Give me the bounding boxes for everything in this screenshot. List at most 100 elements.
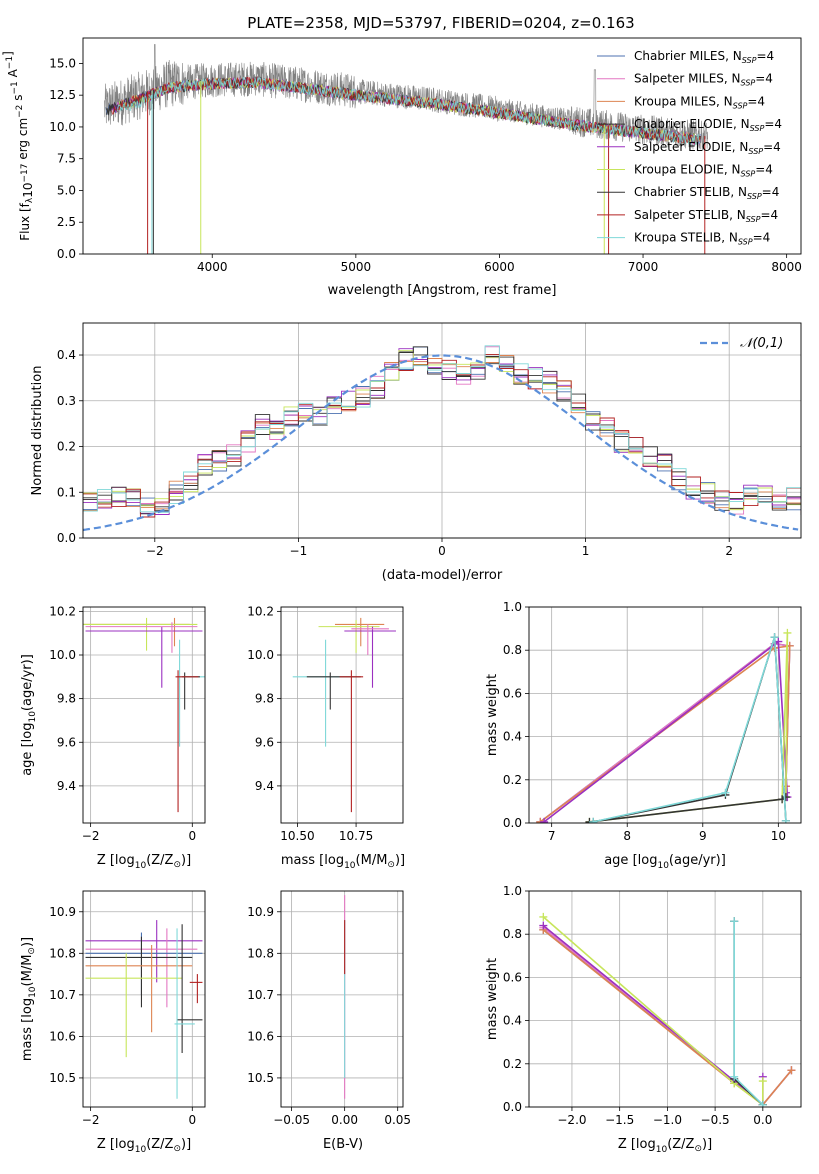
salpeter_stelib-histogram (83, 353, 801, 518)
residuals-frame (82, 322, 802, 539)
kroupa_stelib-histogram (83, 345, 801, 513)
age_vs_mass-ytick-label: 10.0 (247, 648, 274, 662)
mass_vs_ebv-frame (280, 890, 404, 1108)
mass_vs_Z-ytick-label: 10.6 (49, 1029, 76, 1043)
weight_vs_Z-ytick-label: 0.0 (503, 1100, 522, 1114)
weight_vs_Z-ytick-label: 0.4 (503, 1014, 522, 1028)
spectrum-ytick-label: 2.5 (57, 215, 76, 229)
mass_vs_ebv-ytick-label: 10.5 (247, 1071, 274, 1085)
age_vs_Z-ytick-label: 10.2 (49, 604, 76, 618)
mass_vs_Z-ytick-label: 10.8 (49, 946, 76, 960)
spectrum-frame (82, 37, 802, 255)
weight-marker (783, 628, 792, 637)
weight_vs_Z-xtick-label: −1.5 (605, 1113, 634, 1127)
weight_vs_age-ytick-label: 1.0 (503, 600, 522, 614)
age_vs_Z-frame (82, 606, 206, 824)
mass_vs_ebv-xtick-label: −0.05 (273, 1113, 310, 1127)
age_vs_mass-ytick-label: 9.4 (255, 779, 274, 793)
mass_vs_Z-xtick-label: 0 (188, 1113, 196, 1127)
weight-marker (589, 817, 598, 823)
residuals-xtick-label: 2 (725, 544, 733, 558)
age_vs_Z-ytick-label: 9.4 (57, 779, 76, 793)
legend-entry: Salpeter ELODIE, NSSP=4 (634, 140, 781, 156)
weight-marker (758, 1100, 767, 1107)
legend-entry: Kroupa ELODIE, NSSP=4 (634, 163, 773, 179)
age_vs_mass-ytick-label: 9.6 (255, 735, 274, 749)
weight_vs_Z-xtick-label: 0.0 (753, 1113, 772, 1127)
weight_vs_age-ytick-label: 0.0 (503, 816, 522, 830)
weight_vs_age-xtick-label: 10 (771, 829, 786, 843)
weight-marker (540, 817, 549, 823)
weight-vs-age-xlabel: age [log10(age/yr)] (604, 853, 726, 871)
spectrum-ytick-label: 0.0 (57, 247, 76, 261)
spectrum-xlabel: wavelength [Angstrom, rest frame] (328, 283, 557, 298)
age_vs_Z-axes: −2 0 9.4 9.6 9.8 10.0 10.2 (49, 604, 205, 843)
legend-entry: Chabrier STELIB, NSSP=4 (634, 185, 779, 201)
spectrum-xtick-label: 8000 (771, 260, 802, 274)
age_vs_mass-xtick-label: 10.75 (339, 829, 373, 843)
weight-vs-Z-xlabel: Z [log10(Z/Z⊙)] (618, 1137, 712, 1155)
weight_vs_Z-ylabel: mass weight (485, 958, 500, 1040)
age-vs-Z-ylabel: age [log10(age/yr)] (20, 654, 38, 776)
spectrum-ytick-label: 12.5 (49, 88, 76, 102)
mass_vs_ebv-ytick-label: 10.8 (247, 946, 274, 960)
mass-vs-ebv-xlabel: E(B-V) (323, 1137, 363, 1152)
mass_vs_Z-xtick-label: −2 (82, 1113, 100, 1127)
weight-marker (781, 816, 790, 823)
weight_vs_age-frame (528, 606, 802, 824)
spectrum-ylabel: Flux [fλ10−17 erg cm−2 s−1 A−1] (1, 51, 35, 241)
residuals-ytick-label: 0.2 (57, 440, 76, 454)
weight_vs_age-xtick-label: 8 (623, 829, 631, 843)
spectrum-xtick-label: 7000 (628, 260, 659, 274)
age_vs_Z-xtick-label: −2 (82, 829, 100, 843)
age_vs_mass-errorbars (292, 617, 396, 813)
mass_vs_Z-frame (82, 890, 206, 1108)
kroupa_stelib-weight-line (593, 636, 787, 823)
mass_vs_ebv-ytick-label: 10.6 (247, 1029, 274, 1043)
residuals-ytick-label: 0.0 (57, 531, 76, 545)
age_vs_mass-frame (280, 606, 404, 824)
spectrum-ytick-label: 10.0 (49, 120, 76, 134)
mass_vs_ebv-axes: −0.05 0.00 0.05 10.5 10.6 10.7 10.8 10.9 (247, 891, 411, 1127)
weight-marker (770, 633, 779, 642)
legend-normal-label: 𝒩(0,1) (740, 336, 783, 351)
mass_vs_ebv-xtick-label: 0.00 (331, 1113, 358, 1127)
weight-marker (787, 1066, 796, 1075)
weight_vs_age-lines (536, 628, 794, 823)
spectrum-ytick-label: 15.0 (49, 56, 76, 70)
mass_vs_Z-ytick-label: 10.7 (49, 988, 76, 1002)
age_vs_Z-ytick-label: 10.0 (49, 648, 76, 662)
weight_vs_age-ytick-label: 0.6 (503, 686, 522, 700)
mass_vs_ebv-ytick-label: 10.7 (247, 988, 274, 1002)
spectrum-legend: Chabrier MILES, NSSP=4 Salpeter MILES, NS… (597, 49, 782, 247)
residuals-ytick-label: 0.4 (57, 348, 76, 362)
residuals-xtick-label: −2 (146, 544, 164, 558)
mass_vs_ebv-ytick-label: 10.9 (247, 905, 274, 919)
legend-entry: Chabrier MILES, NSSP=4 (634, 49, 774, 65)
weight_vs_age-ytick-label: 0.8 (503, 643, 522, 657)
weight-marker (730, 917, 739, 926)
legend-entry: Chabrier ELODIE, NSSP=4 (634, 117, 782, 133)
age_vs_Z-ytick-label: 9.8 (57, 692, 76, 706)
weight_vs_age-ytick-label: 0.4 (503, 730, 522, 744)
weight-marker (539, 921, 548, 930)
residuals-xtick-label: 1 (582, 544, 590, 558)
spectrum-ytick-label: 5.0 (57, 183, 76, 197)
weight_vs_age-ytick-label: 0.2 (503, 773, 522, 787)
age-vs-mass-xlabel: mass [log10(M/M⊙)] (281, 853, 405, 871)
age_vs_Z-errorbars (83, 617, 205, 813)
weight_vs_Z-lines (539, 912, 796, 1107)
normal-curve (83, 354, 799, 532)
spectrum-xtick-label: 5000 (341, 260, 372, 274)
residual-histograms (83, 345, 801, 532)
residuals-ytick-label: 0.3 (57, 394, 76, 408)
weight_vs_age-xtick-label: 9 (699, 829, 707, 843)
weight_vs_Z-xtick-label: −0.5 (701, 1113, 730, 1127)
kroupa_stelib-model-line (117, 76, 701, 146)
age_vs_mass-xtick-label: 10.50 (280, 829, 314, 843)
weight_vs_Z-frame (528, 890, 802, 1108)
weight-marker (721, 788, 730, 797)
spectrum-ytick-label: 7.5 (57, 152, 76, 166)
